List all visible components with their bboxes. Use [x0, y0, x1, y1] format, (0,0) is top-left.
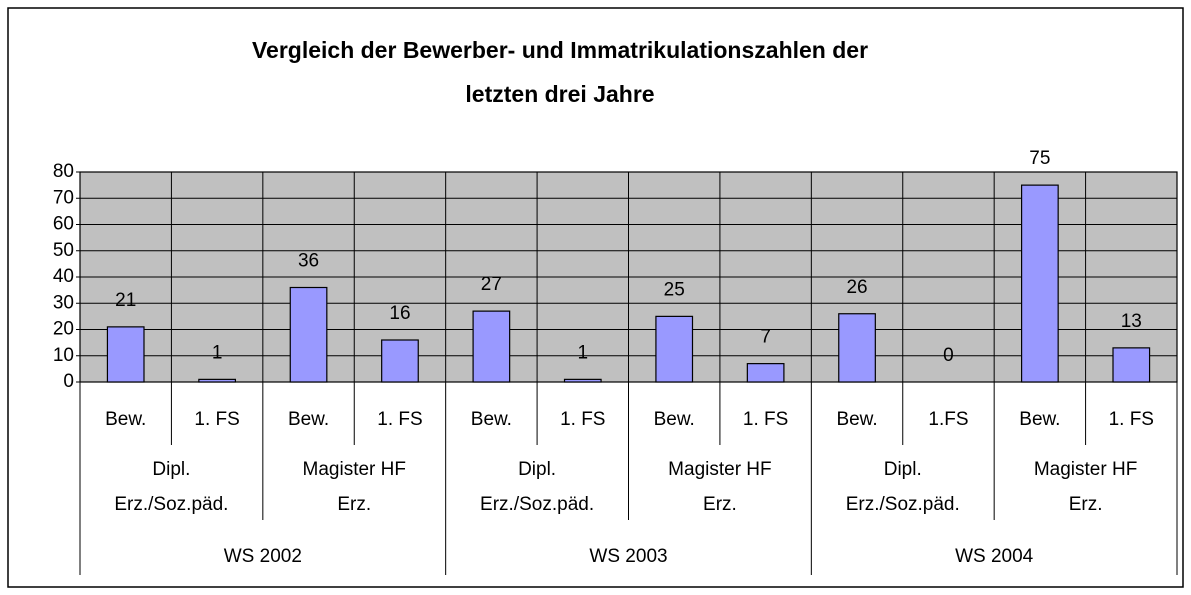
value-label: 21 — [115, 290, 136, 311]
y-tick-label: 20 — [53, 319, 74, 340]
value-label: 1 — [578, 342, 589, 363]
bar — [472, 310, 511, 383]
bar — [381, 339, 419, 383]
bar — [563, 378, 602, 383]
x-tick-label: Bew. — [1019, 409, 1060, 430]
bar — [838, 313, 876, 383]
value-label: 7 — [760, 327, 771, 348]
bar — [289, 286, 328, 383]
value-label: 1 — [212, 342, 223, 363]
value-label: 25 — [664, 279, 685, 300]
supergroup-label: WS 2004 — [955, 546, 1034, 567]
x-tick-label: Bew. — [654, 409, 695, 430]
x-tick-label: Bew. — [288, 409, 329, 430]
bar — [655, 315, 694, 383]
value-label: 16 — [389, 303, 410, 324]
group-label: Dipl. — [518, 459, 556, 480]
x-tick-label: Bew. — [471, 409, 512, 430]
x-tick-label: 1. FS — [560, 409, 605, 430]
bar — [1020, 184, 1059, 383]
value-label: 26 — [846, 277, 867, 298]
group-label: Erz. — [1069, 494, 1103, 515]
y-tick-label: 60 — [53, 214, 74, 235]
group-label: Dipl. — [884, 459, 922, 480]
x-tick-label: 1.FS — [928, 409, 968, 430]
x-tick-label: 1. FS — [743, 409, 788, 430]
y-tick-label: 0 — [63, 371, 74, 392]
plot-border — [79, 171, 1178, 383]
y-tick-label: 30 — [53, 292, 74, 313]
x-tick-label: Bew. — [836, 409, 877, 430]
bar — [746, 363, 785, 383]
value-label: 13 — [1121, 311, 1142, 332]
group-label: Erz. — [703, 494, 737, 515]
y-tick-label: 70 — [53, 187, 74, 208]
y-tick-label: 80 — [53, 161, 74, 182]
bar — [198, 378, 237, 383]
value-label: 27 — [481, 274, 502, 295]
x-tick-label: 1. FS — [377, 409, 422, 430]
y-tick-label: 40 — [53, 266, 74, 287]
group-label: Dipl. — [152, 459, 190, 480]
group-label: Magister HF — [1034, 459, 1137, 480]
group-label: Erz./Soz.päd. — [114, 494, 228, 515]
value-label: 36 — [298, 251, 319, 272]
bar — [1112, 347, 1151, 383]
bar — [106, 326, 145, 383]
value-label: 0 — [943, 345, 954, 366]
group-label: Magister HF — [668, 459, 771, 480]
chart-title: Vergleich der Bewerber- und Immatrikulat… — [252, 37, 868, 63]
x-tick-label: Bew. — [105, 409, 146, 430]
group-label: Erz. — [337, 494, 371, 515]
group-label: Erz./Soz.päd. — [846, 494, 960, 515]
x-tick-label: 1. FS — [194, 409, 239, 430]
supergroup-label: WS 2002 — [224, 546, 302, 567]
supergroup-label: WS 2003 — [589, 546, 667, 567]
y-tick-label: 10 — [53, 345, 74, 366]
group-label: Magister HF — [303, 459, 406, 480]
x-tick-label: 1. FS — [1109, 409, 1154, 430]
chart-title: letzten drei Jahre — [465, 81, 654, 107]
value-label: 75 — [1029, 148, 1050, 169]
y-tick-label: 50 — [53, 240, 74, 261]
group-label: Erz./Soz.päd. — [480, 494, 594, 515]
